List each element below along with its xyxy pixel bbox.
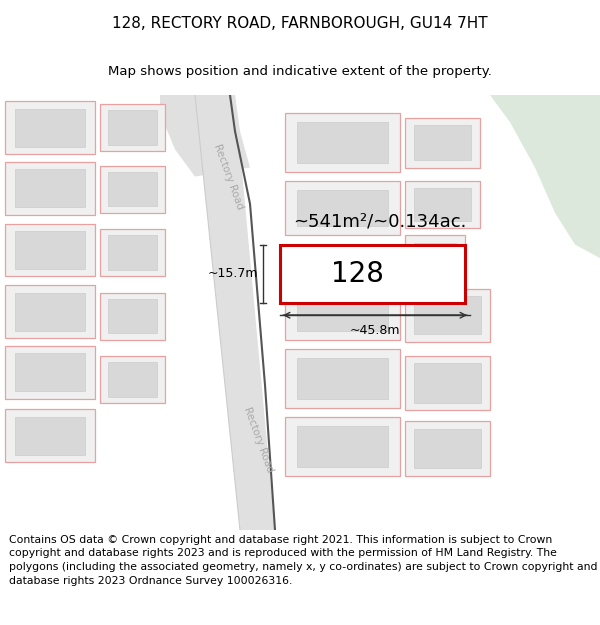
Bar — [297, 122, 388, 163]
Text: Contains OS data © Crown copyright and database right 2021. This information is : Contains OS data © Crown copyright and d… — [9, 535, 598, 586]
Bar — [285, 113, 400, 172]
Bar — [285, 349, 400, 408]
Text: ~541m²/~0.134ac.: ~541m²/~0.134ac. — [293, 213, 467, 231]
Text: Rectory Road: Rectory Road — [212, 142, 244, 211]
Bar — [100, 104, 165, 151]
Bar — [108, 236, 157, 270]
Bar — [15, 109, 85, 147]
Bar — [100, 229, 165, 276]
Bar — [297, 190, 388, 226]
Polygon shape — [195, 95, 275, 530]
Bar — [5, 224, 95, 276]
Bar — [15, 231, 85, 269]
Bar — [297, 426, 388, 466]
Bar — [405, 289, 490, 341]
Bar — [280, 244, 465, 303]
Bar — [405, 421, 490, 476]
Bar — [5, 101, 95, 154]
Bar — [100, 356, 165, 403]
Bar — [414, 188, 471, 221]
Bar — [5, 346, 95, 399]
Polygon shape — [160, 95, 250, 176]
Bar — [414, 296, 481, 334]
Bar — [108, 111, 157, 145]
Bar — [100, 166, 165, 212]
Bar — [15, 353, 85, 391]
Bar — [5, 162, 95, 214]
Bar — [414, 429, 481, 468]
Text: Rectory Road: Rectory Road — [242, 405, 274, 474]
Bar — [285, 181, 400, 236]
Text: 128: 128 — [331, 260, 384, 288]
Text: ~15.7m: ~15.7m — [208, 268, 258, 281]
Bar — [5, 285, 95, 338]
Bar — [108, 299, 157, 333]
Bar — [405, 181, 480, 228]
Bar — [15, 292, 85, 331]
Bar — [405, 236, 465, 272]
Polygon shape — [490, 95, 600, 258]
Bar — [108, 362, 157, 397]
Bar — [405, 356, 490, 411]
Bar — [297, 357, 388, 399]
Text: 128, RECTORY ROAD, FARNBOROUGH, GU14 7HT: 128, RECTORY ROAD, FARNBOROUGH, GU14 7HT — [112, 16, 488, 31]
Text: Map shows position and indicative extent of the property.: Map shows position and indicative extent… — [108, 65, 492, 78]
Bar — [108, 172, 157, 206]
Bar — [5, 409, 95, 462]
Bar — [414, 125, 471, 160]
Bar — [285, 281, 400, 340]
Bar — [285, 417, 400, 476]
Bar — [297, 290, 388, 331]
Bar — [15, 169, 85, 208]
Bar — [100, 292, 165, 340]
Bar — [15, 417, 85, 455]
Text: ~45.8m: ~45.8m — [350, 324, 400, 338]
Bar — [414, 363, 481, 403]
Bar — [414, 242, 456, 264]
Bar — [280, 244, 465, 303]
Bar — [405, 118, 480, 168]
